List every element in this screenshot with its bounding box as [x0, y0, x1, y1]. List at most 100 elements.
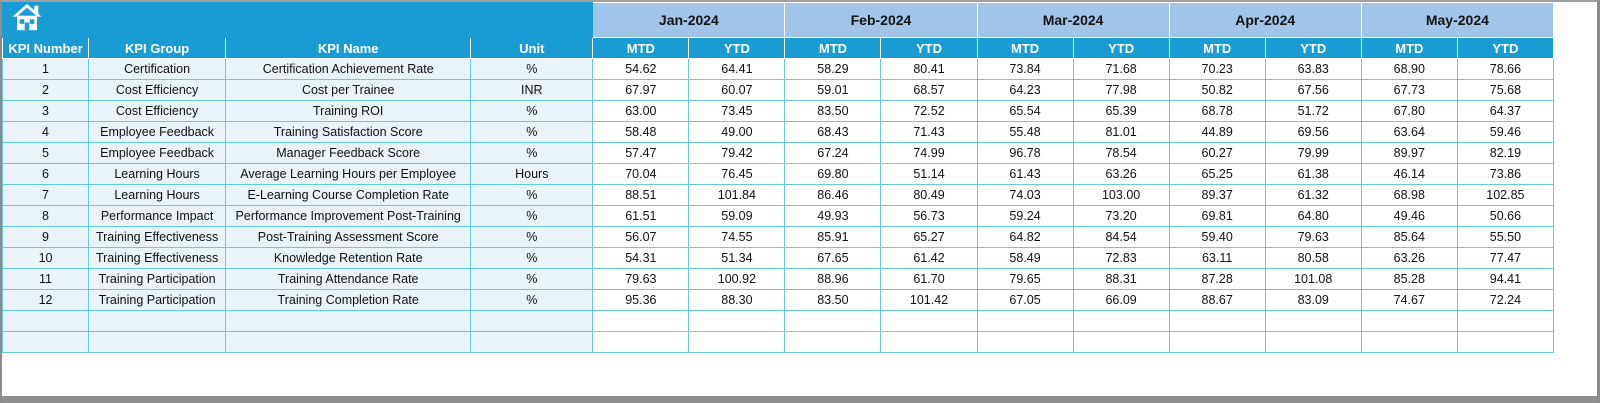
mtd-cell[interactable]: 49.46	[1360, 205, 1458, 227]
empty-cell[interactable]	[470, 310, 594, 332]
kpi-group-cell[interactable]: Training Participation	[88, 289, 227, 311]
empty-cell[interactable]	[976, 310, 1074, 332]
mtd-cell[interactable]: 95.36	[592, 289, 690, 311]
mtd-cell[interactable]: 56.07	[592, 226, 690, 248]
unit-cell[interactable]: Hours	[470, 163, 594, 185]
mtd-cell[interactable]: 79.65	[976, 268, 1074, 290]
empty-cell[interactable]	[784, 331, 882, 353]
mtd-cell[interactable]: 70.23	[1168, 58, 1266, 80]
empty-cell[interactable]	[1168, 310, 1266, 332]
ytd-cell[interactable]: 76.45	[688, 163, 786, 185]
ytd-cell[interactable]: 83.09	[1264, 289, 1362, 311]
ytd-cell[interactable]: 88.31	[1072, 268, 1170, 290]
kpi-number-cell[interactable]: 1	[2, 58, 90, 80]
unit-cell[interactable]: %	[470, 289, 594, 311]
ytd-cell[interactable]: 102.85	[1456, 184, 1555, 206]
ytd-cell[interactable]: 81.01	[1072, 121, 1170, 143]
empty-cell[interactable]	[688, 331, 786, 353]
ytd-cell[interactable]: 64.41	[688, 58, 786, 80]
kpi-name-cell[interactable]: Training Completion Rate	[225, 289, 472, 311]
kpi-group-cell[interactable]: Performance Impact	[88, 205, 227, 227]
empty-cell[interactable]	[784, 310, 882, 332]
mtd-cell[interactable]: 70.04	[592, 163, 690, 185]
kpi-number-cell[interactable]: 9	[2, 226, 90, 248]
kpi-name-cell[interactable]: Training ROI	[225, 100, 472, 122]
kpi-name-cell[interactable]: Training Attendance Rate	[225, 268, 472, 290]
empty-cell[interactable]	[1168, 331, 1266, 353]
ytd-cell[interactable]: 61.42	[880, 247, 978, 269]
ytd-cell[interactable]: 51.14	[880, 163, 978, 185]
mtd-cell[interactable]: 49.93	[784, 205, 882, 227]
ytd-cell[interactable]: 71.43	[880, 121, 978, 143]
empty-cell[interactable]	[1264, 331, 1362, 353]
empty-cell[interactable]	[1264, 310, 1362, 332]
ytd-cell[interactable]: 77.47	[1456, 247, 1555, 269]
empty-cell[interactable]	[225, 310, 472, 332]
mtd-cell[interactable]: 67.05	[976, 289, 1074, 311]
mtd-cell[interactable]: 63.11	[1168, 247, 1266, 269]
ytd-cell[interactable]: 63.83	[1264, 58, 1362, 80]
mtd-cell[interactable]: 59.24	[976, 205, 1074, 227]
ytd-cell[interactable]: 59.09	[688, 205, 786, 227]
ytd-cell[interactable]: 61.32	[1264, 184, 1362, 206]
ytd-cell[interactable]: 66.09	[1072, 289, 1170, 311]
mtd-cell[interactable]: 67.97	[592, 79, 690, 101]
mtd-cell[interactable]: 55.48	[976, 121, 1074, 143]
mtd-cell[interactable]: 74.67	[1360, 289, 1458, 311]
ytd-cell[interactable]: 74.99	[880, 142, 978, 164]
ytd-cell[interactable]: 101.84	[688, 184, 786, 206]
kpi-name-cell[interactable]: Knowledge Retention Rate	[225, 247, 472, 269]
empty-cell[interactable]	[592, 310, 690, 332]
kpi-number-cell[interactable]: 11	[2, 268, 90, 290]
ytd-cell[interactable]: 71.68	[1072, 58, 1170, 80]
ytd-cell[interactable]: 79.63	[1264, 226, 1362, 248]
mtd-cell[interactable]: 63.64	[1360, 121, 1458, 143]
ytd-cell[interactable]: 68.57	[880, 79, 978, 101]
kpi-name-cell[interactable]: Manager Feedback Score	[225, 142, 472, 164]
empty-cell[interactable]	[88, 331, 227, 353]
ytd-cell[interactable]: 73.45	[688, 100, 786, 122]
unit-cell[interactable]: %	[470, 247, 594, 269]
kpi-number-cell[interactable]: 8	[2, 205, 90, 227]
empty-cell[interactable]	[976, 331, 1074, 353]
ytd-cell[interactable]: 72.83	[1072, 247, 1170, 269]
mtd-cell[interactable]: 96.78	[976, 142, 1074, 164]
ytd-cell[interactable]: 64.80	[1264, 205, 1362, 227]
kpi-name-cell[interactable]: Average Learning Hours per Employee	[225, 163, 472, 185]
mtd-cell[interactable]: 67.73	[1360, 79, 1458, 101]
kpi-group-cell[interactable]: Learning Hours	[88, 184, 227, 206]
mtd-cell[interactable]: 69.80	[784, 163, 882, 185]
mtd-cell[interactable]: 61.51	[592, 205, 690, 227]
ytd-cell[interactable]: 61.38	[1264, 163, 1362, 185]
kpi-number-cell[interactable]: 7	[2, 184, 90, 206]
unit-cell[interactable]: %	[470, 184, 594, 206]
unit-cell[interactable]: %	[470, 142, 594, 164]
mtd-cell[interactable]: 65.54	[976, 100, 1074, 122]
mtd-cell[interactable]: 54.31	[592, 247, 690, 269]
mtd-cell[interactable]: 74.03	[976, 184, 1074, 206]
ytd-cell[interactable]: 49.00	[688, 121, 786, 143]
ytd-cell[interactable]: 80.41	[880, 58, 978, 80]
ytd-cell[interactable]: 78.66	[1456, 58, 1555, 80]
ytd-cell[interactable]: 69.56	[1264, 121, 1362, 143]
empty-cell[interactable]	[880, 331, 978, 353]
ytd-cell[interactable]: 79.99	[1264, 142, 1362, 164]
ytd-cell[interactable]: 51.34	[688, 247, 786, 269]
kpi-group-cell[interactable]: Training Effectiveness	[88, 247, 227, 269]
mtd-cell[interactable]: 59.01	[784, 79, 882, 101]
ytd-cell[interactable]: 64.37	[1456, 100, 1555, 122]
mtd-cell[interactable]: 87.28	[1168, 268, 1266, 290]
mtd-cell[interactable]: 83.50	[784, 100, 882, 122]
ytd-cell[interactable]: 51.72	[1264, 100, 1362, 122]
mtd-cell[interactable]: 73.84	[976, 58, 1074, 80]
ytd-cell[interactable]: 77.98	[1072, 79, 1170, 101]
kpi-number-cell[interactable]: 12	[2, 289, 90, 311]
mtd-cell[interactable]: 86.46	[784, 184, 882, 206]
mtd-cell[interactable]: 63.26	[1360, 247, 1458, 269]
mtd-cell[interactable]: 50.82	[1168, 79, 1266, 101]
kpi-name-cell[interactable]: Cost per Trainee	[225, 79, 472, 101]
kpi-number-cell[interactable]: 10	[2, 247, 90, 269]
mtd-cell[interactable]: 68.98	[1360, 184, 1458, 206]
ytd-cell[interactable]: 73.86	[1456, 163, 1555, 185]
kpi-number-cell[interactable]: 4	[2, 121, 90, 143]
